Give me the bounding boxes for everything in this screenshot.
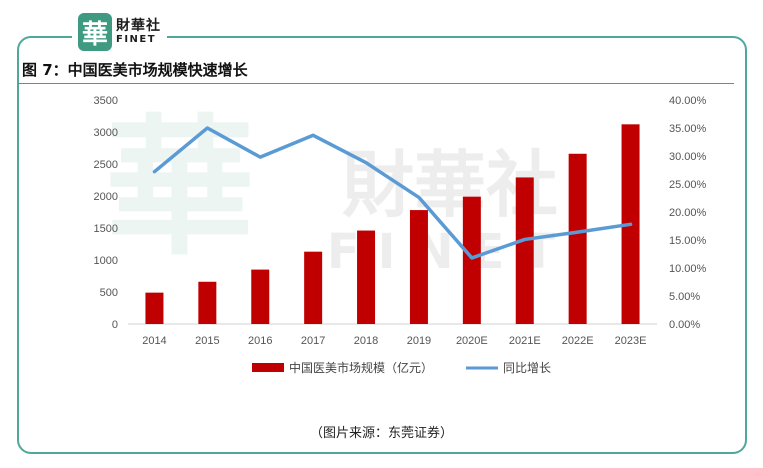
bar [515,177,534,324]
chart-frame [17,36,747,454]
x-tick-label: 2022E [562,335,594,347]
x-tick-label: 2017 [301,335,325,347]
y-left-tick-label: 1000 [94,255,118,267]
y-right-tick-label: 25.00% [669,179,707,191]
x-tick-label: 2018 [354,335,378,347]
source-note: （图片来源：东莞证券） [309,426,453,441]
x-tick-label: 2016 [248,335,272,347]
y-left-tick-label: 0 [112,319,118,331]
bar [145,292,164,324]
x-tick-label: 2021E [509,335,541,347]
legend: 中国医美市场规模（亿元） 同比增长 [252,360,551,375]
y-left-tick-label: 500 [100,287,118,299]
logo-text: 財華社 FINET [116,19,161,45]
y-left-tick-label: 1500 [94,223,118,235]
bar [568,153,587,324]
y-right-tick-label: 10.00% [669,263,707,275]
y-right-tick-label: 15.00% [669,235,707,247]
y-left-tick-label: 2500 [94,159,118,171]
bar [462,196,481,324]
bar [251,269,270,324]
x-tick-label: 2015 [195,335,219,347]
growth-line [152,126,633,260]
y-left-tick-label: 2000 [94,191,118,203]
logo-mark-icon: 華 [78,13,112,51]
legend-line-label: 同比增长 [503,361,551,375]
finet-logo: 華 財華社 FINET [72,12,167,52]
watermark-mark: 華 [105,100,255,276]
y-left-tick-label: 3000 [94,127,118,139]
y-right-tick-label: 30.00% [669,151,707,163]
bar [409,210,428,324]
x-tick-label: 2020E [456,335,488,347]
x-tick-label: 2014 [142,335,166,347]
bar [198,281,217,324]
legend-bar-label: 中国医美市场规模（亿元） [289,360,433,375]
x-tick-label: 2019 [407,335,431,347]
logo-en: FINET [116,34,157,45]
y-left-tick-label: 3500 [94,95,118,107]
y-right-tick-label: 40.00% [669,95,707,107]
legend-bar-swatch [252,363,284,372]
title-divider [18,83,734,84]
logo-cn: 財華社 [116,18,161,34]
y-right-tick-label: 35.00% [669,123,707,135]
y-right-tick-label: 20.00% [669,207,707,219]
plot-area: 0 500 1000 1500 2000 2500 3000 3500 0.00% 5.00% 10… [94,95,707,347]
bar [304,251,323,324]
bar [357,230,376,324]
x-tick-label: 2023E [615,335,647,347]
watermark: 華 財華社 FINET [105,100,558,280]
y-right-tick-label: 0.00% [669,319,700,331]
y-right-tick-label: 5.00% [669,291,700,303]
figure-title: 图 7：中国医美市场规模快速增长 [22,61,248,79]
